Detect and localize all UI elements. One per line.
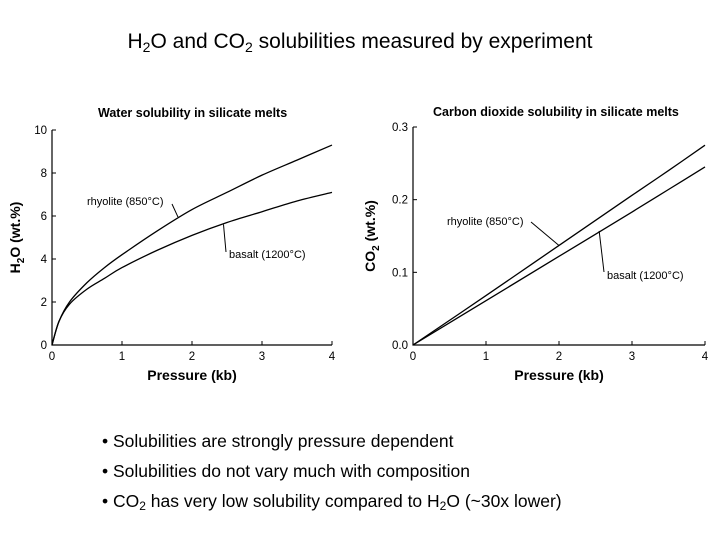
y-tick-label: 0.0 bbox=[392, 340, 408, 352]
x-tick-label: 4 bbox=[702, 351, 709, 363]
y-tick-label: 2 bbox=[41, 297, 47, 309]
y-axis-label-subscript: 2 bbox=[371, 245, 382, 251]
bullet-text: • Solubilities do not vary much with com… bbox=[102, 461, 470, 481]
slide-title: H2O and CO2 solubilities measured by exp… bbox=[0, 30, 720, 55]
y-tick-label: 8 bbox=[41, 168, 47, 180]
y-axis-label-part: CO bbox=[362, 251, 378, 272]
y-axis-label: H2O (wt.%) bbox=[7, 202, 27, 274]
y-axis-label-part: (wt.%) bbox=[362, 200, 378, 245]
y-axis-label-part: O (wt.%) bbox=[7, 202, 23, 258]
x-tick-label: 3 bbox=[259, 351, 265, 363]
water-solubility-chart: Water solubility in silicate melts 0 1 2 3 4 0… bbox=[7, 106, 336, 383]
x-tick-label: 4 bbox=[329, 351, 336, 363]
y-tick-label: 10 bbox=[34, 125, 47, 137]
y-tick-label: 0.3 bbox=[392, 122, 408, 134]
bullet-item: • Solubilities are strongly pressure dep… bbox=[102, 426, 562, 456]
series-label: basalt (1200°C) bbox=[607, 270, 684, 282]
y-tick-label: 0.2 bbox=[392, 195, 408, 207]
bullet-item: • CO2 has very low solubility compared t… bbox=[102, 486, 562, 521]
y-tick-label: 6 bbox=[41, 211, 47, 223]
bullet-text: • Solubilities are strongly pressure dep… bbox=[102, 431, 454, 451]
slide-title-subscript: 2 bbox=[142, 39, 151, 55]
bullet-list: • Solubilities are strongly pressure dep… bbox=[102, 426, 562, 521]
slide-title-part: solubilities measured by experiment bbox=[252, 30, 593, 53]
co2-solubility-chart: Carbon dioxide solubility in silicate me… bbox=[362, 105, 709, 383]
series-line-basalt bbox=[412, 166, 706, 346]
bullet-text: O (~30x lower) bbox=[446, 491, 562, 511]
chart-title: Carbon dioxide solubility in silicate me… bbox=[433, 105, 679, 119]
y-axis-label: CO2 (wt.%) bbox=[362, 200, 382, 272]
bullet-text: • CO bbox=[102, 491, 140, 511]
x-tick-label: 1 bbox=[119, 351, 125, 363]
series-line-rhyolite bbox=[412, 144, 706, 346]
axis-frame bbox=[412, 127, 705, 346]
x-axis-label: Pressure (kb) bbox=[514, 367, 603, 383]
bullet-text: has very low solubility compared to H bbox=[145, 491, 440, 511]
x-tick-label: 3 bbox=[629, 351, 635, 363]
series-line-rhyolite bbox=[51, 144, 333, 346]
series-leader-line bbox=[530, 221, 560, 246]
chart-title: Water solubility in silicate melts bbox=[98, 106, 287, 120]
y-axis-label-subscript: 2 bbox=[16, 257, 27, 263]
x-tick-label: 2 bbox=[189, 351, 195, 363]
bullet-item: • Solubilities do not vary much with com… bbox=[102, 456, 562, 486]
y-tick-label: 4 bbox=[41, 254, 48, 266]
series-leader-line bbox=[171, 203, 179, 218]
y-axis-label-part: H bbox=[7, 263, 23, 273]
slide-title-part: O and CO bbox=[150, 30, 246, 53]
bullet-subscript: 2 bbox=[439, 499, 447, 513]
bullet-subscript: 2 bbox=[139, 499, 146, 513]
y-tick-label: 0.1 bbox=[392, 267, 408, 279]
series-leader-line bbox=[598, 230, 605, 273]
series-leader-line bbox=[223, 224, 227, 253]
x-tick-label: 0 bbox=[410, 351, 416, 363]
slide-title-part: H bbox=[127, 30, 143, 53]
x-axis-label: Pressure (kb) bbox=[147, 367, 236, 383]
series-line-basalt bbox=[51, 191, 333, 346]
series-label: basalt (1200°C) bbox=[229, 249, 306, 261]
x-tick-label: 2 bbox=[556, 351, 562, 363]
series-label: rhyolite (850°C) bbox=[87, 196, 164, 208]
slide-title-subscript: 2 bbox=[245, 39, 253, 55]
x-tick-label: 0 bbox=[49, 351, 55, 363]
x-tick-label: 1 bbox=[483, 351, 489, 363]
y-tick-label: 0 bbox=[41, 340, 47, 352]
series-label: rhyolite (850°C) bbox=[447, 216, 524, 228]
